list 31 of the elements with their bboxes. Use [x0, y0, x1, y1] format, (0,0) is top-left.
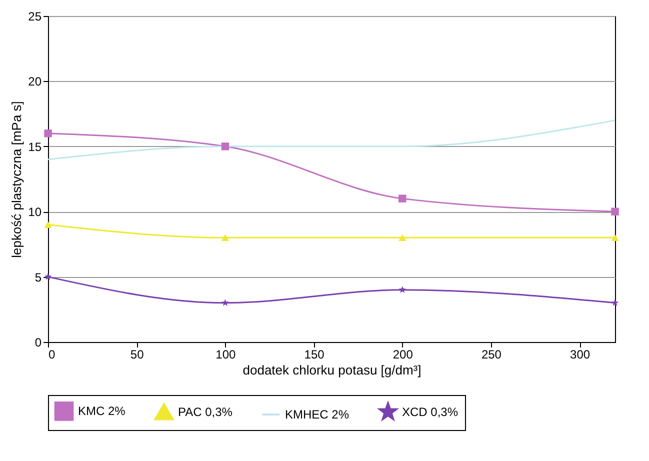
legend-label: XCD 0,3% — [402, 404, 458, 419]
y-tick-label: 0 — [34, 336, 42, 350]
point — [221, 142, 230, 150]
point — [44, 272, 52, 280]
x-tick-label: 150 — [304, 348, 325, 362]
y-tick-label: 25 — [28, 10, 42, 24]
y-axis-title: lepkość plastyczna [mPa s] — [9, 101, 24, 258]
point — [398, 286, 406, 293]
y-tick-label: 5 — [34, 270, 42, 284]
legend-label: KMC 2% — [78, 404, 126, 418]
y-tick-label: 10 — [28, 205, 42, 220]
point — [44, 129, 52, 138]
point — [611, 234, 619, 242]
x-tick-label: 200 — [392, 348, 414, 362]
x-tick-label: 300 — [570, 348, 590, 362]
point — [611, 208, 619, 216]
y-tick-label: 20 — [28, 74, 42, 89]
point — [398, 234, 406, 242]
x-axis-title: dodatek chlorku potasu [g/dm³] — [242, 362, 422, 378]
x-tick-label: 250 — [481, 348, 502, 362]
point — [221, 234, 230, 242]
x-tick-label: 0 — [48, 348, 56, 362]
point — [398, 194, 406, 202]
x-tick-label: 100 — [216, 348, 236, 362]
x-tick-label: 50 — [130, 348, 144, 362]
legend-label: KMHEC 2% — [285, 408, 350, 422]
point — [222, 299, 229, 306]
legend-label: PAC 0,3% — [178, 404, 233, 419]
y-tick-label: 15 — [28, 140, 42, 154]
point — [611, 299, 619, 306]
point — [44, 221, 52, 228]
